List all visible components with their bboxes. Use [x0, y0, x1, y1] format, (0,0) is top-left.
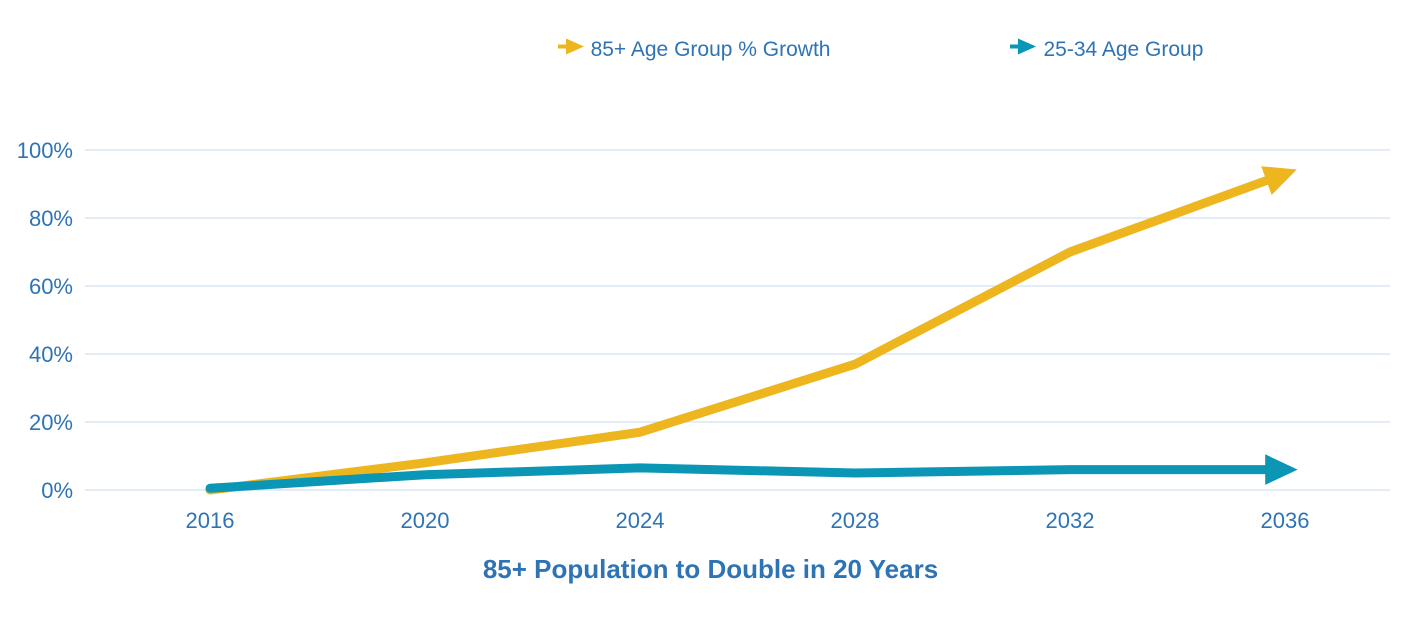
legend-label-85plus: 85+ Age Group % Growth	[590, 37, 831, 61]
svg-text:2036: 2036	[1261, 508, 1310, 533]
svg-text:60%: 60%	[29, 274, 73, 299]
svg-text:0%: 0%	[41, 478, 73, 503]
svg-text:2016: 2016	[186, 508, 235, 533]
gold-arrow-marker-icon	[557, 38, 585, 60]
legend: 85+ Age Group % Growth 25-34 Age Group	[170, 34, 1421, 64]
legend-item-85plus: 85+ Age Group % Growth	[557, 37, 831, 61]
legend-label-25-34: 25-34 Age Group	[1043, 37, 1204, 61]
svg-text:100%: 100%	[17, 138, 73, 163]
svg-text:2028: 2028	[831, 508, 880, 533]
line-chart: 0% 20% 40% 60% 80% 100% 2016 2020 2024 2028 2032 20…	[0, 78, 1421, 538]
svg-text:2024: 2024	[616, 508, 665, 533]
chart-title: 85+ Population to Double in 20 Years	[482, 554, 939, 584]
svg-text:20%: 20%	[29, 410, 73, 435]
svg-text:80%: 80%	[29, 206, 73, 231]
svg-text:2020: 2020	[401, 508, 450, 533]
svg-text:2032: 2032	[1046, 508, 1095, 533]
line-chart-canvas: 0% 20% 40% 60% 80% 100% 2016 2020 2024 2028 2032 20…	[17, 138, 1390, 533]
legend-item-25-34: 25-34 Age Group	[1010, 38, 1203, 60]
svg-text:40%: 40%	[29, 342, 73, 367]
teal-arrow-marker-icon	[1010, 38, 1037, 60]
